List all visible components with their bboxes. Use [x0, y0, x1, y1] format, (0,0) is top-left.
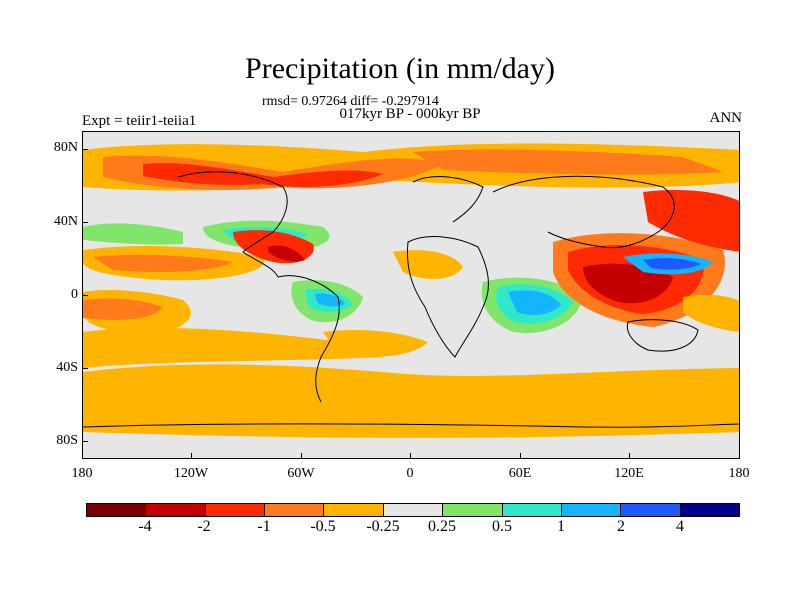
- y-tickmark: [82, 222, 88, 223]
- colorbar-label: 1: [557, 518, 565, 535]
- colorbar-label: 4: [676, 518, 684, 535]
- plot-title: Precipitation (in mm/day): [245, 52, 555, 85]
- y-tick-label: 0: [71, 287, 78, 302]
- colorbar-label: -2: [197, 518, 211, 535]
- colorbar-label: -0.25: [366, 518, 400, 535]
- x-tick-label: 60E: [508, 466, 532, 481]
- x-tick-label: 120W: [173, 466, 209, 481]
- colorbar: [86, 503, 740, 517]
- colorbar-label: 2: [617, 518, 625, 535]
- season-label: ANN: [709, 110, 743, 126]
- x-tick-label: 60W: [287, 466, 315, 481]
- x-tickmark: [739, 453, 740, 459]
- y-tick-label: 80N: [53, 140, 78, 155]
- x-tickmark: [191, 453, 192, 459]
- y-tick-label: 40N: [53, 214, 78, 229]
- colorbar-label: -4: [138, 518, 152, 535]
- x-tickmark: [520, 453, 521, 459]
- colorbar-label: -0.5: [310, 518, 336, 535]
- colorbar-swatch: [502, 504, 562, 516]
- x-tickmark: [629, 453, 630, 459]
- colorbar-swatch: [265, 504, 325, 516]
- x-tick-label: 180: [728, 466, 750, 481]
- colorbar-swatch: [324, 504, 384, 516]
- colorbar-swatch: [443, 504, 503, 516]
- x-tickmark: [410, 453, 411, 459]
- period-label: 017kyr BP - 000kyr BP: [339, 106, 481, 122]
- colorbar-swatch: [561, 504, 622, 516]
- x-tick-label: 180: [71, 466, 93, 481]
- colorbar-swatch: [680, 504, 739, 516]
- colorbar-label: 0.25: [428, 518, 456, 535]
- colorbar-label: -1: [257, 518, 271, 535]
- precipitation-map: [83, 132, 739, 458]
- colorbar-swatch: [205, 504, 266, 516]
- y-tickmark: [82, 295, 88, 296]
- colorbar-swatch: [621, 504, 681, 516]
- y-tickmark: [82, 149, 88, 150]
- x-tick-label: 0: [406, 466, 414, 481]
- colorbar-swatch: [87, 504, 147, 516]
- x-tickmark: [82, 453, 83, 459]
- y-tickmark: [82, 441, 88, 442]
- colorbar-label: 0.5: [492, 518, 512, 535]
- experiment-label: Expt = teiir1-teiia1: [82, 113, 197, 129]
- y-tick-label: 40S: [56, 360, 78, 375]
- map-panel: [82, 131, 740, 459]
- colorbar-swatch: [383, 504, 444, 516]
- colorbar-swatch: [146, 504, 206, 516]
- x-tick-label: 120E: [614, 466, 644, 481]
- y-tick-label: 80S: [56, 433, 78, 448]
- y-tickmark: [82, 368, 88, 369]
- stats-label: rmsd= 0.97264 diff= -0.297914: [262, 94, 439, 109]
- x-tickmark: [301, 453, 302, 459]
